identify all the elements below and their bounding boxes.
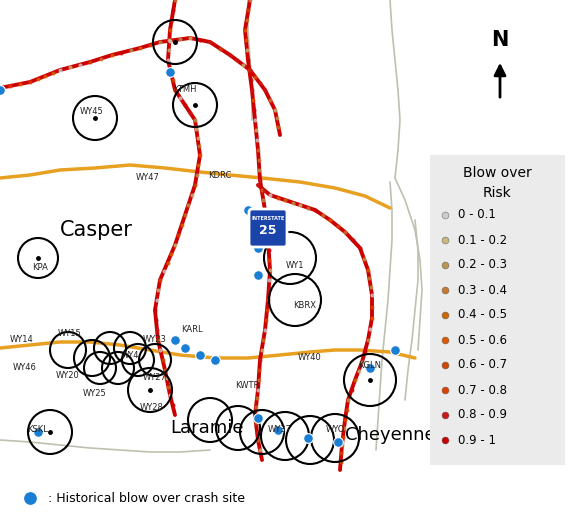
Text: : Historical blow over crash site: : Historical blow over crash site xyxy=(48,492,245,504)
Text: 0 - 0.1: 0 - 0.1 xyxy=(458,208,496,221)
Text: 0.6 - 0.7: 0.6 - 0.7 xyxy=(458,359,507,372)
Text: Casper: Casper xyxy=(60,220,133,240)
Text: KSKL: KSKL xyxy=(27,425,48,434)
Text: 0.9 - 1: 0.9 - 1 xyxy=(458,433,496,446)
Text: WY45: WY45 xyxy=(80,108,104,116)
Text: WY23: WY23 xyxy=(143,336,167,345)
Text: KDRC: KDRC xyxy=(208,171,231,180)
Text: 0.4 - 0.5: 0.4 - 0.5 xyxy=(458,309,507,322)
Text: Laramie: Laramie xyxy=(170,419,243,437)
Text: KPA: KPA xyxy=(32,264,48,272)
Text: 0.2 - 0.3: 0.2 - 0.3 xyxy=(458,258,507,271)
Text: Blow over: Blow over xyxy=(463,166,532,180)
Text: KTMH: KTMH xyxy=(173,86,197,94)
Text: WY20: WY20 xyxy=(56,371,80,379)
Text: WY4: WY4 xyxy=(121,350,139,360)
Text: WY40: WY40 xyxy=(298,353,322,362)
Text: WYO: WYO xyxy=(325,425,345,434)
Text: 0.1 - 0.2: 0.1 - 0.2 xyxy=(458,233,507,246)
Text: WY37: WY37 xyxy=(268,425,292,434)
Text: Risk: Risk xyxy=(483,186,512,200)
Text: 0.3 - 0.4: 0.3 - 0.4 xyxy=(458,283,507,296)
Text: WY1: WY1 xyxy=(286,260,304,269)
Text: WY27: WY27 xyxy=(143,374,167,383)
Text: WY15: WY15 xyxy=(58,328,82,338)
Text: 0.5 - 0.6: 0.5 - 0.6 xyxy=(458,334,507,347)
Text: INTERSTATE: INTERSTATE xyxy=(251,216,284,220)
Text: WY25: WY25 xyxy=(83,388,107,397)
Text: 0.8 - 0.9: 0.8 - 0.9 xyxy=(458,409,507,421)
Text: WY14: WY14 xyxy=(10,336,34,345)
Text: WY28: WY28 xyxy=(140,404,164,412)
Text: N: N xyxy=(491,30,508,50)
FancyBboxPatch shape xyxy=(249,209,287,247)
Text: Cheyenne: Cheyenne xyxy=(345,426,435,444)
Text: KWTR: KWTR xyxy=(235,381,259,389)
Text: KBRX: KBRX xyxy=(294,301,316,310)
FancyBboxPatch shape xyxy=(430,155,565,465)
Text: 0.7 - 0.8: 0.7 - 0.8 xyxy=(458,384,507,397)
Text: KGLN: KGLN xyxy=(359,361,381,370)
Text: 25: 25 xyxy=(259,223,277,236)
Text: WY46: WY46 xyxy=(13,363,37,373)
Text: KARL: KARL xyxy=(181,326,203,335)
Text: WY47: WY47 xyxy=(136,173,160,183)
